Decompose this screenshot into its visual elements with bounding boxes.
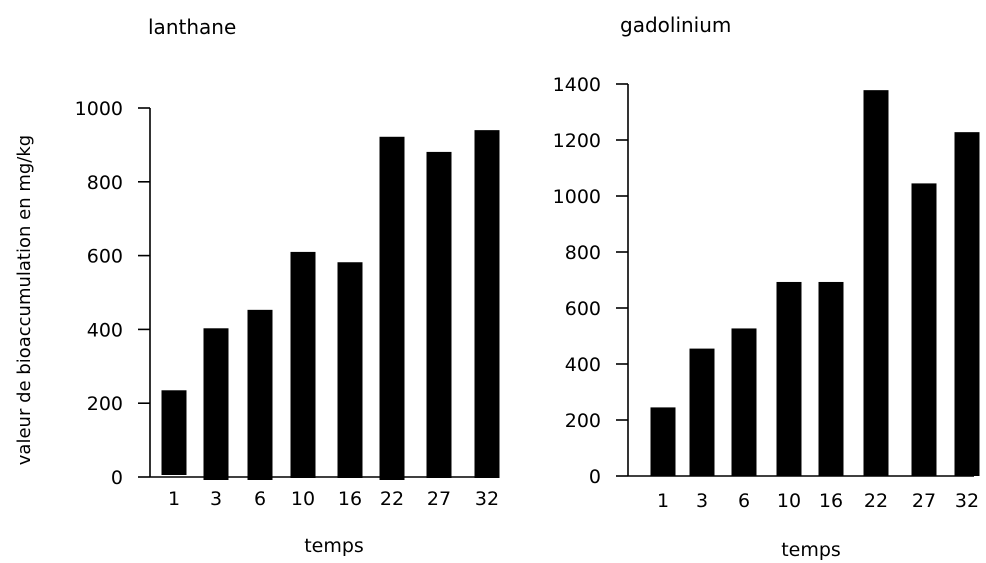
bar-lanthane-1 [161,390,187,475]
x-tick-label: 10 [291,488,315,510]
bar-gadolinium-3 [689,348,715,476]
y-tick-label: 200 [565,410,601,432]
x-tick-label: 32 [475,488,499,510]
bar-lanthane-3 [203,328,229,480]
bar-gadolinium-27 [911,183,937,476]
y-tick-label: 400 [565,354,601,376]
y-axis-label: valeur de bioaccumulation en mg/kg [14,135,35,465]
y-tick-label: 1400 [553,74,601,96]
x-tick-label: 3 [696,490,708,512]
chart-title-gadolinium: gadolinium [620,13,731,37]
x-tick-label: 22 [380,488,404,510]
y-tick-label: 600 [87,246,123,268]
y-tick-label: 400 [87,319,123,341]
bar-lanthane-16 [337,262,363,478]
x-tick-label: 1 [168,488,180,510]
bar-lanthane-6 [247,309,273,480]
x-tick-label: 6 [738,490,750,512]
y-tick-label: 1000 [75,98,123,120]
y-tick-label: 0 [111,467,123,489]
bar-gadolinium-1 [650,407,676,476]
bar-gadolinium-16 [818,281,844,476]
y-tick-label: 800 [565,242,601,264]
y-tick-label: 1000 [553,186,601,208]
bar-lanthane-10 [290,251,316,478]
x-axis-label-1: temps [781,539,841,561]
bar-lanthane-22 [379,136,405,481]
chart-title-lanthane: lanthane [148,15,236,39]
bar-gadolinium-22 [863,90,889,476]
x-tick-label: 27 [427,488,451,510]
y-tick-label: 0 [589,466,601,488]
y-tick-label: 800 [87,172,123,194]
x-tick-label: 6 [254,488,266,510]
bar-lanthane-27 [426,151,452,478]
bar-gadolinium-32 [954,132,980,476]
x-tick-label: 32 [955,490,979,512]
x-tick-label: 3 [210,488,222,510]
y-tick-label: 1200 [553,130,601,152]
x-tick-label: 10 [777,490,801,512]
x-axis-label-0: temps [304,535,364,557]
x-tick-label: 16 [338,488,362,510]
y-tick-label: 600 [565,298,601,320]
bar-gadolinium-6 [731,328,757,476]
bar-lanthane-32 [474,130,500,478]
x-tick-label: 16 [819,490,843,512]
x-tick-label: 1 [657,490,669,512]
x-tick-label: 27 [912,490,936,512]
y-tick-label: 200 [87,393,123,415]
bar-gadolinium-10 [776,281,802,476]
x-tick-label: 22 [864,490,888,512]
